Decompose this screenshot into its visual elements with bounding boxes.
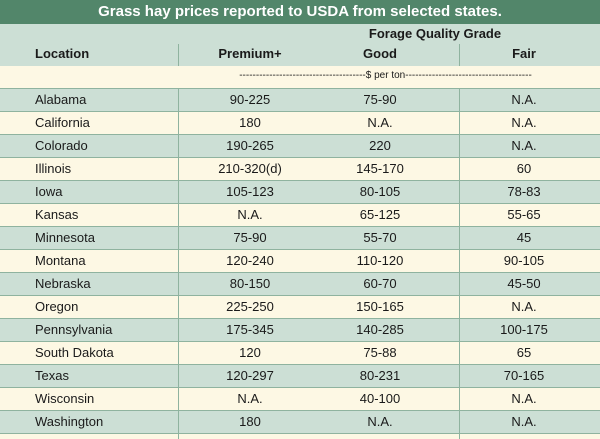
table-row: Colorado 190-265 220 N.A. (0, 135, 600, 158)
table-header: Forage Quality Grade Location Premium+ G… (0, 24, 600, 66)
table-row: Minnesota 75-90 55-70 45 (0, 227, 600, 250)
table-row: Texas 120-297 80-231 70-165 (0, 365, 600, 388)
premium-price-cell: 120-297 (226, 368, 274, 383)
table-row: Pennsylvania 175-345 140-285 100-175 (0, 319, 600, 342)
good-price-cell: 220 (369, 138, 391, 153)
location-cell: Alabama (35, 92, 87, 107)
column-divider (178, 89, 179, 439)
table-row: Oregon 225-250 150-165 N.A. (0, 296, 600, 319)
table-row: Alabama 90-225 75-90 N.A. (0, 89, 600, 112)
fair-price-cell: N.A. (511, 138, 537, 153)
good-price-cell: 80-105 (359, 184, 401, 199)
good-price-cell: 55-70 (363, 230, 397, 245)
column-divider (178, 44, 179, 66)
forage-quality-grade-header: Forage Quality Grade (368, 26, 502, 41)
location-cell: Illinois (35, 161, 72, 176)
location-cell: Pennsylvania (35, 322, 113, 337)
fair-price-cell: N.A. (511, 299, 537, 314)
premium-price-cell: 225-250 (226, 299, 274, 314)
location-cell: Oregon (35, 299, 79, 314)
premium-price-cell: 75-90 (233, 230, 267, 245)
fair-price-cell: N.A. (511, 92, 537, 107)
premium-price-cell: N.A. (237, 391, 263, 406)
table-row: South Dakota 120 75-88 65 (0, 342, 600, 365)
good-price-cell: 75-90 (363, 92, 397, 107)
location-cell: California (35, 115, 90, 130)
good-price-cell: 80-231 (359, 368, 401, 383)
table-row: Montana 120-240 110-120 90-105 (0, 250, 600, 273)
table-row: California 180 N.A. N.A. (0, 112, 600, 135)
table-row: Nebraska 80-150 60-70 45-50 (0, 273, 600, 296)
fair-price-cell: 45 (516, 230, 532, 245)
location-cell: Nebraska (35, 276, 91, 291)
unit-row: --------------------------------------$ … (0, 66, 600, 89)
good-price-cell: 110-120 (356, 253, 404, 268)
premium-price-cell: 105-123 (226, 184, 274, 199)
location-cell: Kansas (35, 207, 79, 222)
good-price-cell: 140-285 (356, 322, 404, 337)
fair-price-cell: 78-83 (507, 184, 541, 199)
premium-price-cell: 175-345 (226, 322, 274, 337)
good-price-cell: 60-70 (363, 276, 397, 291)
premium-price-cell: 180 (239, 414, 261, 429)
good-price-cell: N.A. (367, 414, 393, 429)
fair-price-cell: 65 (516, 345, 532, 360)
premium-price-cell: 190-265 (226, 138, 274, 153)
table-row: Wisconsin N.A. 40-100 N.A. (0, 388, 600, 411)
fair-price-cell: 55-65 (507, 207, 541, 222)
good-price-cell: 65-125 (359, 207, 401, 222)
good-column-header: Good (363, 46, 397, 61)
column-divider (459, 89, 460, 439)
premium-price-cell: 180 (239, 115, 261, 130)
column-divider (459, 44, 460, 66)
fair-price-cell: N.A. (511, 391, 537, 406)
location-cell: South Dakota (35, 345, 114, 360)
unit-label: --------------------------------------$ … (239, 70, 532, 81)
good-price-cell: 150-165 (356, 299, 404, 314)
premium-column-header: Premium+ (218, 46, 282, 61)
table-title: Grass hay prices reported to USDA from s… (0, 0, 600, 24)
good-price-cell: 75-88 (363, 345, 397, 360)
fair-price-cell: N.A. (511, 115, 537, 130)
good-price-cell: 145-170 (356, 161, 404, 176)
location-cell: Colorado (35, 138, 88, 153)
table-row: Kansas N.A. 65-125 55-65 (0, 204, 600, 227)
premium-price-cell: 120-240 (226, 253, 274, 268)
premium-price-cell: 120 (239, 345, 261, 360)
table-row: Washington 180 N.A. N.A. (0, 411, 600, 434)
location-cell: Minnesota (35, 230, 95, 245)
location-column-header: Location (35, 46, 90, 61)
premium-price-cell: 210-320(d) (218, 161, 282, 176)
good-price-cell: 40-100 (359, 391, 401, 406)
premium-price-cell: N.A. (237, 207, 263, 222)
table-row: Illinois 210-320(d) 145-170 60 (0, 158, 600, 181)
table-body: Alabama 90-225 75-90 N.A. California 180 N.A. N… (0, 89, 600, 434)
fair-price-cell: N.A. (511, 414, 537, 429)
fair-price-cell: 70-165 (503, 368, 545, 383)
location-cell: Texas (35, 368, 69, 383)
fair-price-cell: 45-50 (507, 276, 541, 291)
location-cell: Montana (35, 253, 86, 268)
table-row: Iowa 105-123 80-105 78-83 (0, 181, 600, 204)
premium-price-cell: 90-225 (229, 92, 271, 107)
good-price-cell: N.A. (367, 115, 393, 130)
location-cell: Wisconsin (35, 391, 95, 406)
premium-price-cell: 80-150 (229, 276, 271, 291)
location-cell: Iowa (35, 184, 63, 199)
fair-price-cell: 100-175 (500, 322, 548, 337)
fair-price-cell: 90-105 (503, 253, 545, 268)
fair-price-cell: 60 (516, 161, 532, 176)
location-cell: Washington (35, 414, 104, 429)
fair-column-header: Fair (512, 46, 536, 61)
